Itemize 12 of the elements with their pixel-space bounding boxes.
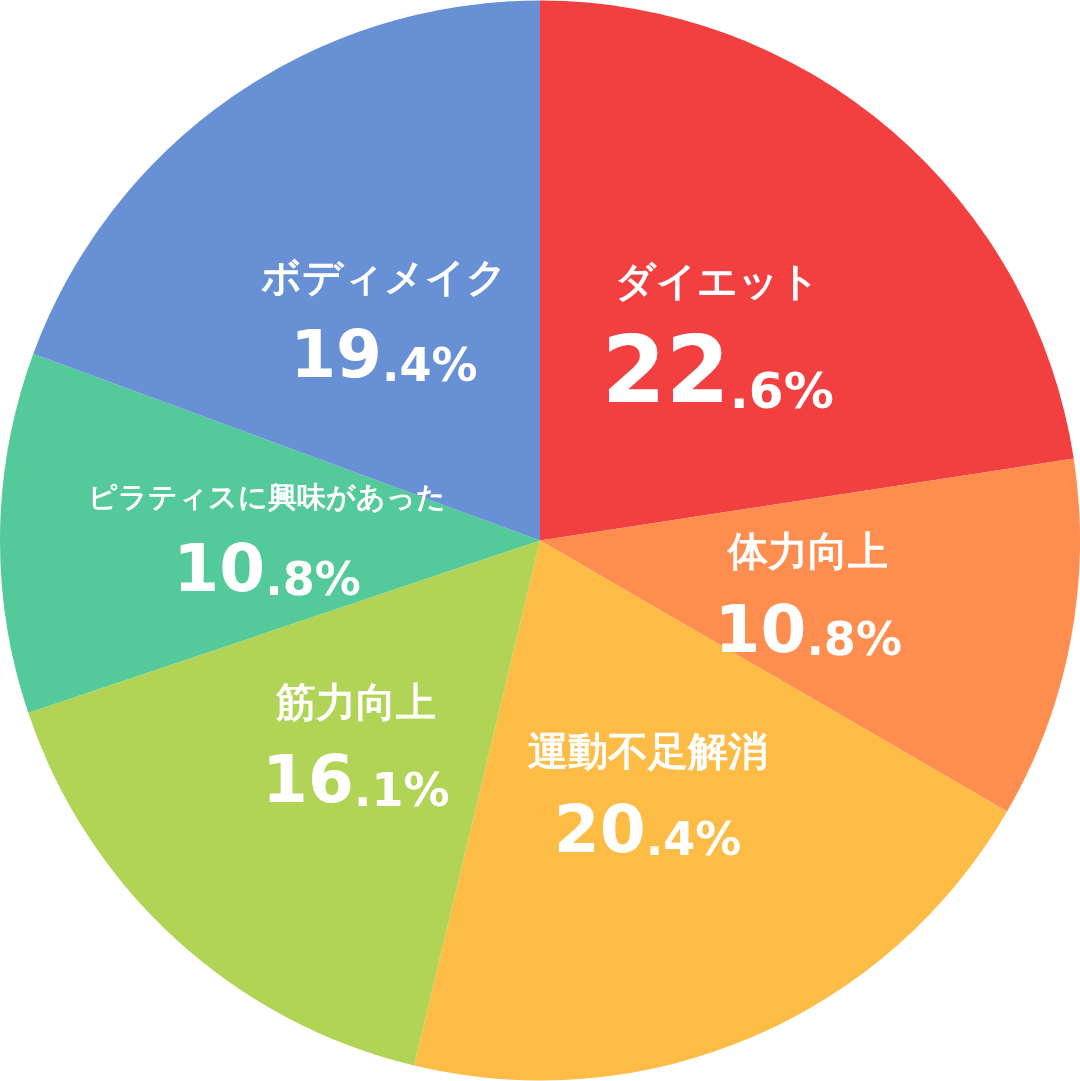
data-label: 20.4% <box>553 790 742 868</box>
data-label: 19.4% <box>290 316 478 394</box>
slice-label: ピラティスに興味があった <box>88 479 447 514</box>
data-label: 10.8% <box>173 530 361 608</box>
data-label: 16.1% <box>262 741 450 819</box>
slice-label: 運動不足解消 <box>527 728 768 775</box>
slice-label: ボディメイク <box>260 253 507 300</box>
slice-label: ダイエット <box>615 258 821 305</box>
data-label: 10.8% <box>714 590 902 668</box>
slice-label: 筋力向上 <box>274 678 436 725</box>
data-label: 22.6% <box>601 316 834 424</box>
slice-label: 体力向上 <box>726 528 889 575</box>
